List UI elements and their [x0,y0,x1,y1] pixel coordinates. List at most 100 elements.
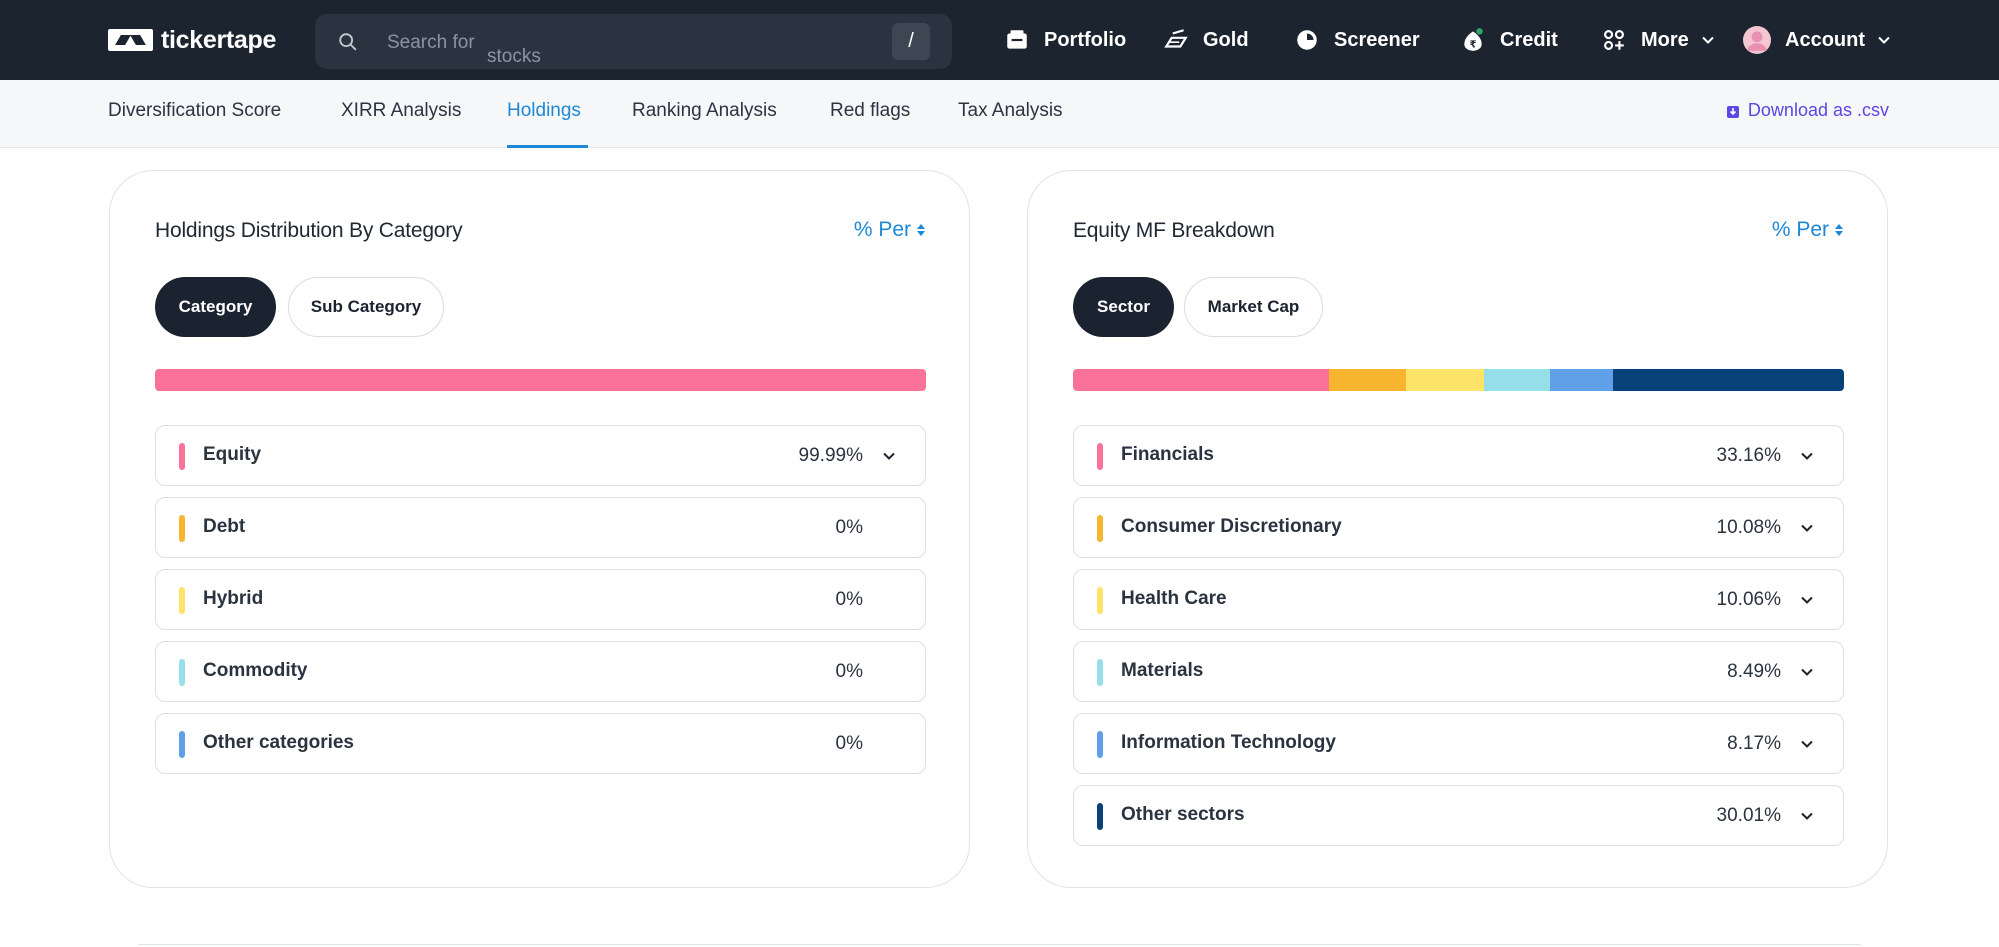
avatar [1743,26,1771,54]
portfolio-icon [1007,30,1027,49]
nav-account[interactable]: Account [1743,22,1891,58]
nav-gold[interactable]: Gold [1163,22,1249,58]
bar-segment-financials [1073,369,1329,391]
pill-sub-category[interactable]: Sub Category [288,277,444,337]
top-navbar: tickertape Search for stocks / Portfolio… [0,0,1999,80]
screener-icon [1297,30,1317,50]
list-item-label: Commodity [203,660,308,681]
chevron-down-icon[interactable] [1799,664,1815,680]
pill-sector[interactable]: Sector [1073,277,1174,337]
sector-distribution-bar [1073,369,1844,391]
search-placeholder-suffix: stocks [487,46,541,67]
bar-segment-materials [1484,369,1550,391]
holdings-category-card: Holdings Distribution By Category % Per … [109,170,970,888]
tickertape-logo-icon [108,29,153,51]
chevron-down-icon[interactable] [881,448,897,464]
tab-xirr-analysis[interactable]: XIRR Analysis [341,100,462,121]
sector-list: Financials 33.16% Consumer Discretionary 10… [1073,425,1844,857]
list-item-value: 8.17% [1727,733,1781,754]
color-swatch [179,659,185,686]
color-swatch [179,443,185,470]
nav-more[interactable]: More [1601,22,1715,58]
list-item-value: 0% [835,589,863,610]
pill-category[interactable]: Category [155,277,276,337]
chevron-down-icon [1702,36,1714,44]
equity-mf-breakdown-card: Equity MF Breakdown % Per Sector Market … [1027,170,1888,888]
list-item-label: Health Care [1121,588,1227,609]
list-item-consumer-discretionary[interactable]: Consumer Discretionary 10.08% [1073,497,1844,558]
list-item-label: Materials [1121,660,1204,681]
bar-segment-other-sectors [1612,369,1844,391]
nav-screener-label: Screener [1334,28,1420,51]
sort-icon [917,224,925,236]
color-swatch [1097,515,1103,542]
nav-credit[interactable]: ₹ Credit [1460,22,1558,58]
percent-toggle-label: % Per [853,218,911,241]
nav-screener[interactable]: Screener [1294,22,1420,58]
tab-ranking-analysis[interactable]: Ranking Analysis [632,100,777,121]
nav-more-label: More [1641,28,1689,51]
chevron-down-icon[interactable] [1799,808,1815,824]
subnav-tabs: Diversification Score XIRR Analysis Hold… [0,80,1999,148]
list-item-value: 0% [835,517,863,538]
category-distribution-bar [155,369,926,391]
list-item-label: Information Technology [1121,732,1336,753]
category-list: Equity 99.99% Debt 0% Hybrid 0% Commodity 0% Oth… [155,425,926,785]
search-input[interactable]: Search for stocks / [315,14,952,69]
bar-segment-consumer-discretionary [1328,369,1407,391]
chevron-down-icon[interactable] [1799,736,1815,752]
nav-credit-label: Credit [1500,28,1558,51]
list-item-materials[interactable]: Materials 8.49% [1073,641,1844,702]
percent-toggle[interactable]: % Per [1772,218,1843,242]
percent-toggle-label: % Per [1771,218,1829,241]
logo[interactable]: tickertape [108,26,276,54]
color-swatch [1097,443,1103,470]
list-item-hybrid: Hybrid 0% [155,569,926,630]
bar-segment-equity [155,369,926,391]
color-swatch [1097,803,1103,830]
search-placeholder: Search for [387,32,475,53]
list-item-health-care[interactable]: Health Care 10.06% [1073,569,1844,630]
tab-diversification-score[interactable]: Diversification Score [108,100,282,121]
color-swatch [179,587,185,614]
list-item-value: 30.01% [1716,805,1781,826]
list-item-label: Hybrid [203,588,264,609]
list-item-label: Debt [203,516,246,537]
list-item-value: 33.16% [1716,445,1781,466]
tab-red-flags[interactable]: Red flags [830,100,911,121]
list-item-equity[interactable]: Equity 99.99% [155,425,926,486]
list-item-financials[interactable]: Financials 33.16% [1073,425,1844,486]
tab-tax-analysis[interactable]: Tax Analysis [958,100,1063,121]
bar-segment-information-technology [1549,369,1613,391]
tab-holdings[interactable]: Holdings [507,100,581,121]
credit-icon: ₹ [1464,28,1483,51]
chevron-down-icon[interactable] [1799,520,1815,536]
list-item-label: Other sectors [1121,804,1245,825]
list-item-information-technology[interactable]: Information Technology 8.17% [1073,713,1844,774]
bar-segment-health-care [1406,369,1485,391]
list-item-commodity: Commodity 0% [155,641,926,702]
list-item-label: Equity [203,444,262,465]
search-icon [339,33,357,51]
list-item-label: Consumer Discretionary [1121,516,1342,537]
percent-toggle[interactable]: % Per [854,218,925,242]
logo-text: tickertape [161,25,277,54]
chevron-down-icon [1878,36,1890,44]
download-csv-link[interactable]: Download as .csv [1726,100,1889,121]
color-swatch [1097,731,1103,758]
nav-portfolio-label: Portfolio [1044,28,1127,51]
gold-icon [1164,29,1188,48]
card-title: Equity MF Breakdown [1073,219,1275,242]
download-csv-label: Download as .csv [1747,100,1889,120]
chevron-down-icon[interactable] [1799,448,1815,464]
download-icon [1726,105,1739,118]
list-item-other-sectors[interactable]: Other sectors 30.01% [1073,785,1844,846]
pill-market-cap[interactable]: Market Cap [1184,277,1323,337]
sort-icon [1835,224,1843,236]
chevron-down-icon[interactable] [1799,592,1815,608]
more-grid-icon [1604,30,1624,50]
color-swatch [179,515,185,542]
color-swatch [1097,659,1103,686]
list-item-value: 99.99% [798,445,863,466]
nav-portfolio[interactable]: Portfolio [1004,22,1126,58]
